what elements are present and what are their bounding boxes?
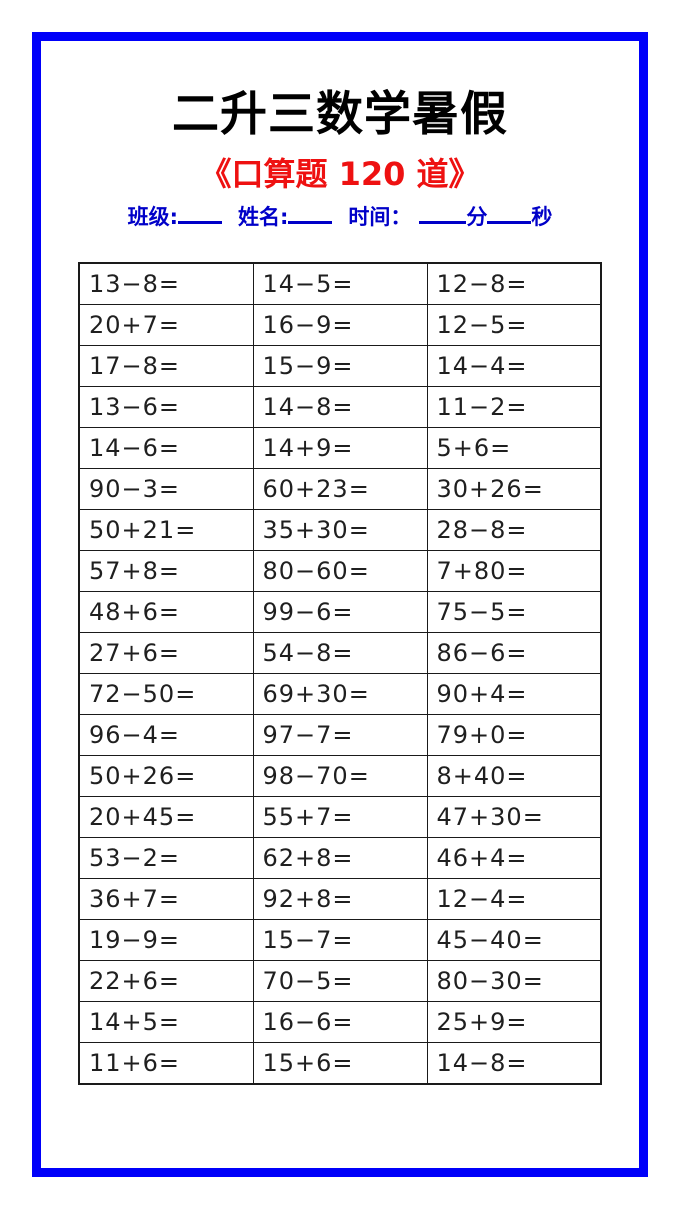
class-label: 班级: [127, 205, 178, 229]
problem-cell: 14−4= [426, 345, 602, 387]
problem-cell: 14−8= [252, 386, 428, 428]
page-border-frame: 二升三数学暑假 《口算题 120 道》 班级: 姓名: 时间：分秒 13−8= 14−… [32, 32, 648, 1177]
problem-cell: 70−5= [252, 960, 428, 1002]
problem-cell: 60+23= [252, 468, 428, 510]
problem-cell: 12−4= [426, 878, 602, 920]
problem-cell: 62+8= [252, 837, 428, 879]
table-row: 27+6= 54−8= 86−6= [78, 632, 602, 674]
problem-cell: 57+8= [78, 550, 254, 592]
problem-cell: 25+9= [426, 1001, 602, 1043]
problem-cell: 16−9= [252, 304, 428, 346]
problem-cell: 20+7= [78, 304, 254, 346]
problem-cell: 35+30= [252, 509, 428, 551]
problem-cell: 8+40= [426, 755, 602, 797]
class-blank [178, 205, 222, 224]
problem-cell: 19−9= [78, 919, 254, 961]
problem-cell: 11−2= [426, 386, 602, 428]
problem-cell: 11+6= [78, 1042, 254, 1085]
table-row: 13−6= 14−8= 11−2= [78, 386, 602, 428]
page-title: 二升三数学暑假 [172, 87, 508, 142]
problem-cell: 30+26= [426, 468, 602, 510]
problem-cell: 14−6= [78, 427, 254, 469]
table-row: 22+6= 70−5= 80−30= [78, 960, 602, 1002]
problem-cell: 79+0= [426, 714, 602, 756]
problem-cell: 12−8= [426, 262, 602, 305]
seconds-blank [487, 205, 532, 224]
table-row: 17−8= 15−9= 14−4= [78, 345, 602, 387]
problem-cell: 98−70= [252, 755, 428, 797]
problem-cell: 75−5= [426, 591, 602, 633]
problem-cell: 27+6= [78, 632, 254, 674]
table-row: 20+45= 55+7= 47+30= [78, 796, 602, 838]
problem-cell: 22+6= [78, 960, 254, 1002]
table-row: 14+5= 16−6= 25+9= [78, 1001, 602, 1043]
table-row: 96−4= 97−7= 79+0= [78, 714, 602, 756]
problem-cell: 14−5= [252, 262, 428, 305]
table-row: 13−8= 14−5= 12−8= [78, 262, 602, 305]
problem-cell: 15−7= [252, 919, 428, 961]
problem-cell: 48+6= [78, 591, 254, 633]
table-row: 11+6= 15+6= 14−8= [78, 1042, 602, 1085]
table-row: 50+26= 98−70= 8+40= [78, 755, 602, 797]
name-blank [288, 205, 333, 224]
info-line: 班级: 姓名: 时间： 分 秒 [41, 201, 639, 231]
problem-cell: 28−8= [426, 509, 602, 551]
problems-table: 13−8= 14−5= 12−8= 20+7= 16−9= 12−5= 17−8= 15−9=… [78, 262, 602, 1085]
name-label: 姓名: [238, 205, 289, 229]
problem-cell: 55+7= [252, 796, 428, 838]
table-row: 20+7= 16−9= 12−5= [78, 304, 602, 346]
seconds-label: 秒 [531, 205, 553, 229]
table-row: 72−50= 69+30= 90+4= [78, 673, 602, 715]
table-row: 90−3= 60+23= 30+26= [78, 468, 602, 510]
table-row: 57+8= 80−60= 7+80= [78, 550, 602, 592]
table-row: 53−2= 62+8= 46+4= [78, 837, 602, 879]
problem-cell: 17−8= [78, 345, 254, 387]
problem-cell: 72−50= [78, 673, 254, 715]
problem-cell: 90+4= [426, 673, 602, 715]
problem-cell: 54−8= [252, 632, 428, 674]
problem-cell: 96−4= [78, 714, 254, 756]
problem-cell: 69+30= [252, 673, 428, 715]
problem-cell: 50+21= [78, 509, 254, 551]
problem-cell: 97−7= [252, 714, 428, 756]
problem-cell: 15+6= [252, 1042, 428, 1085]
problem-cell: 13−8= [78, 262, 254, 305]
problem-cell: 80−30= [426, 960, 602, 1002]
problem-cell: 99−6= [252, 591, 428, 633]
problem-cell: 14+9= [252, 427, 428, 469]
minutes-blank [419, 205, 467, 224]
table-row: 36+7= 92+8= 12−4= [78, 878, 602, 920]
problem-cell: 14+5= [78, 1001, 254, 1043]
table-row: 50+21= 35+30= 28−8= [78, 509, 602, 551]
problem-cell: 36+7= [78, 878, 254, 920]
problem-cell: 12−5= [426, 304, 602, 346]
problem-cell: 53−2= [78, 837, 254, 879]
problem-cell: 92+8= [252, 878, 428, 920]
table-row: 14−6= 14+9= 5+6= [78, 427, 602, 469]
minutes-label: 分 [466, 205, 488, 229]
problem-cell: 45−40= [426, 919, 602, 961]
problem-cell: 14−8= [426, 1042, 602, 1085]
problem-cell: 20+45= [78, 796, 254, 838]
problem-cell: 15−9= [252, 345, 428, 387]
table-row: 48+6= 99−6= 75−5= [78, 591, 602, 633]
problem-cell: 47+30= [426, 796, 602, 838]
problem-cell: 5+6= [426, 427, 602, 469]
page-subtitle: 《口算题 120 道》 [199, 155, 481, 193]
problem-cell: 7+80= [426, 550, 602, 592]
problem-cell: 16−6= [252, 1001, 428, 1043]
table-row: 19−9= 15−7= 45−40= [78, 919, 602, 961]
problem-cell: 80−60= [252, 550, 428, 592]
problem-cell: 90−3= [78, 468, 254, 510]
problem-cell: 86−6= [426, 632, 602, 674]
problem-cell: 46+4= [426, 837, 602, 879]
time-label: 时间： [348, 205, 412, 229]
problem-cell: 50+26= [78, 755, 254, 797]
problem-cell: 13−6= [78, 386, 254, 428]
